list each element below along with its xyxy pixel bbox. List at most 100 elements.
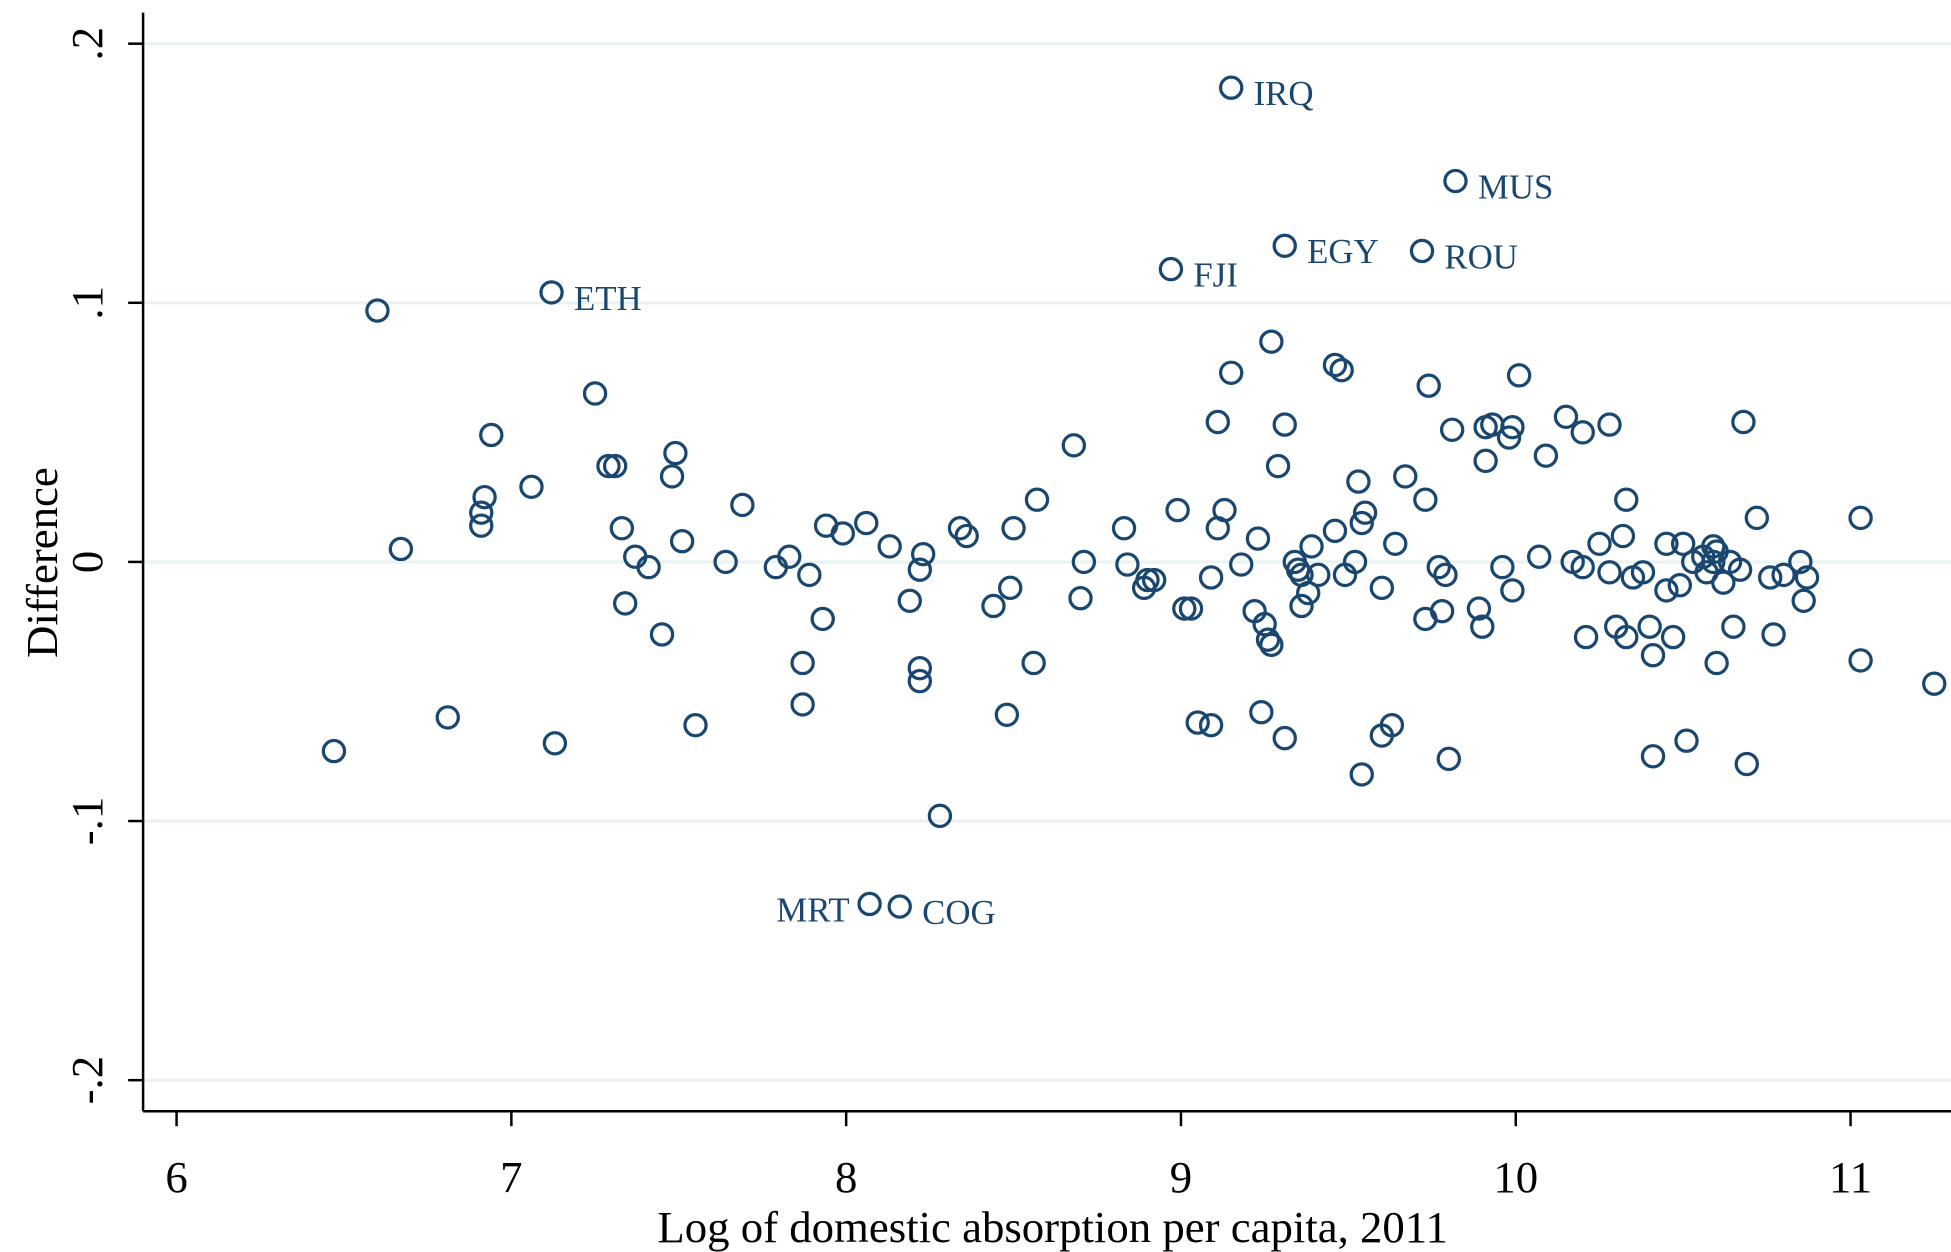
y-tick-label: -.1 <box>62 797 112 846</box>
point <box>1527 544 1552 569</box>
point <box>907 655 933 681</box>
point <box>730 492 755 518</box>
point <box>469 513 494 538</box>
point <box>1758 565 1783 590</box>
point <box>1587 531 1612 556</box>
point <box>1701 534 1726 559</box>
point <box>1443 168 1468 194</box>
point <box>1496 425 1522 450</box>
point <box>1178 596 1204 621</box>
point <box>1416 373 1441 398</box>
point <box>1272 233 1297 258</box>
point <box>1413 487 1438 512</box>
y-axis-title: Difference <box>17 467 67 658</box>
point <box>1259 329 1284 354</box>
point <box>1212 497 1237 523</box>
point <box>321 738 347 764</box>
point <box>1667 573 1693 598</box>
point <box>1771 562 1796 588</box>
point <box>1218 75 1244 100</box>
point <box>1024 487 1050 512</box>
x-tick-label: 11 <box>1829 1152 1872 1202</box>
point <box>1306 562 1331 588</box>
point <box>365 298 390 323</box>
point <box>1761 622 1786 647</box>
point <box>1198 565 1224 590</box>
point <box>613 591 638 616</box>
point <box>1255 627 1281 652</box>
point <box>1640 744 1666 769</box>
point <box>1205 409 1230 435</box>
point <box>1379 712 1405 738</box>
point <box>1349 762 1374 787</box>
point <box>1470 614 1495 639</box>
point <box>1794 565 1820 590</box>
point <box>1265 453 1291 479</box>
point <box>388 536 414 562</box>
point <box>1409 238 1435 264</box>
point <box>1426 554 1451 580</box>
point <box>910 541 936 567</box>
point <box>1342 549 1368 575</box>
point <box>887 894 912 919</box>
point <box>1922 671 1947 696</box>
grid <box>143 42 1951 1082</box>
point <box>1701 549 1726 575</box>
y-tick-label: 0 <box>62 551 112 573</box>
point <box>649 622 675 647</box>
x-tick-label: 6 <box>165 1152 187 1202</box>
point <box>907 668 933 694</box>
point <box>1329 357 1354 383</box>
point <box>542 731 568 756</box>
y-tick-label: -.2 <box>62 1056 112 1105</box>
point <box>1322 352 1348 378</box>
point-label: COG <box>922 893 996 932</box>
point <box>609 516 635 541</box>
point <box>1466 596 1492 621</box>
point <box>797 562 822 588</box>
point <box>469 500 494 525</box>
point <box>1272 412 1297 437</box>
point <box>1637 614 1662 639</box>
point <box>790 650 815 676</box>
point <box>1660 624 1686 650</box>
point <box>1500 414 1525 440</box>
point <box>1731 409 1756 435</box>
point <box>1654 578 1679 603</box>
point <box>1061 433 1087 458</box>
point <box>713 549 738 575</box>
point-label: EGY <box>1307 232 1379 271</box>
point <box>1614 487 1639 512</box>
point <box>1848 648 1873 673</box>
point <box>1115 552 1140 577</box>
point <box>1436 746 1461 772</box>
point <box>435 705 460 730</box>
point <box>1614 624 1639 650</box>
point <box>947 516 973 541</box>
point <box>998 575 1023 601</box>
point <box>1727 557 1753 582</box>
point <box>1218 360 1244 385</box>
point <box>636 554 661 580</box>
point-label: ROU <box>1444 237 1518 276</box>
point-label: MUS <box>1478 167 1554 206</box>
point <box>927 803 953 829</box>
point <box>790 692 815 717</box>
point <box>1322 518 1348 544</box>
point <box>857 891 882 917</box>
point <box>810 606 835 632</box>
point <box>1346 469 1371 494</box>
y-tick-label: .1 <box>62 286 112 320</box>
y-tick-label: .2 <box>62 27 112 61</box>
x-tick-label: 9 <box>1170 1152 1192 1202</box>
x-tick-label: 10 <box>1493 1152 1538 1202</box>
ticks: .2 .1 0 -.1 -.2 6 7 8 9 10 11 <box>62 27 1872 1202</box>
point <box>994 702 1020 727</box>
point <box>582 381 608 406</box>
point <box>1439 417 1465 442</box>
point <box>830 521 856 546</box>
point <box>1141 567 1167 593</box>
point <box>1001 516 1026 541</box>
point <box>1071 549 1097 575</box>
